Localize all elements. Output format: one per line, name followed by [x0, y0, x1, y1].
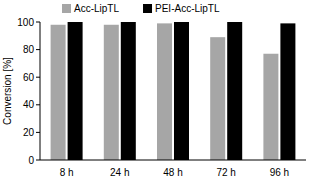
- y-tick: [36, 160, 40, 161]
- legend-label: Acc-LipTL: [74, 3, 119, 14]
- y-tick: [36, 77, 40, 78]
- y-tick: [36, 104, 40, 105]
- y-axis: [40, 22, 41, 160]
- bar: [210, 37, 225, 160]
- x-tick-label: 8 h: [60, 167, 74, 178]
- bar: [174, 22, 189, 160]
- y-axis-label: Conversion [%]: [2, 57, 13, 125]
- x-axis: [40, 160, 306, 161]
- bar: [51, 25, 66, 160]
- legend-swatch: [143, 4, 152, 13]
- y-tick: [36, 22, 40, 23]
- chart-root: 0 20 40 60 80 100 8 h 24 h 48 h 72 h 96 h Conversio…: [0, 0, 312, 189]
- bar: [280, 23, 295, 160]
- y-tick-label: 60: [23, 72, 35, 83]
- bar: [104, 25, 119, 160]
- x-tick-label: 96 h: [270, 167, 289, 178]
- x-tick-label: 48 h: [163, 167, 182, 178]
- bar: [157, 23, 172, 160]
- y-tick: [36, 132, 40, 133]
- x-tick-label: 72 h: [216, 167, 235, 178]
- chart-svg: 0 20 40 60 80 100 8 h 24 h 48 h 72 h 96 h Conversio…: [0, 0, 312, 189]
- y-tick-label: 100: [17, 17, 34, 28]
- bar: [263, 54, 278, 160]
- y-tick: [36, 49, 40, 50]
- legend-label: PEI-Acc-LipTL: [155, 3, 220, 14]
- bar: [121, 22, 136, 160]
- bar: [227, 22, 242, 160]
- y-tick-label: 20: [23, 127, 35, 138]
- y-tick-label: 40: [23, 99, 35, 110]
- y-tick-label: 0: [28, 155, 34, 166]
- y-tick-label: 80: [23, 44, 35, 55]
- legend-swatch: [62, 4, 71, 13]
- bars: [51, 22, 296, 160]
- bar: [68, 22, 83, 160]
- x-tick-label: 24 h: [110, 167, 129, 178]
